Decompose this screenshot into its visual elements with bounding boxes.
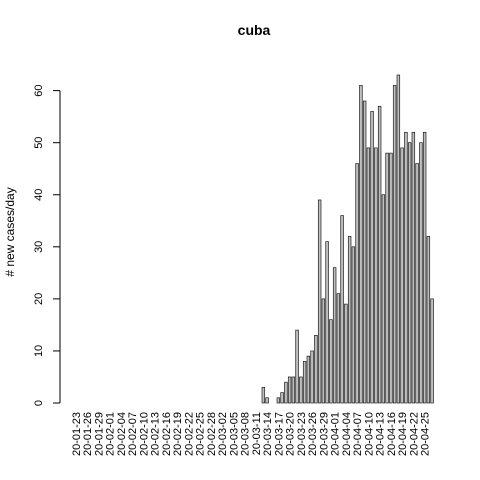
bars-group <box>261 74 434 404</box>
y-axis-label: # new cases/day <box>3 187 17 276</box>
x-tick-label: 20-04-19 <box>397 412 409 456</box>
bar <box>310 350 314 404</box>
x-tick-label: 20-03-08 <box>240 412 252 456</box>
x-tick-label: 20-04-10 <box>363 412 375 456</box>
bar <box>344 303 348 404</box>
bar <box>419 142 423 404</box>
bar <box>299 376 303 404</box>
bar <box>317 199 322 404</box>
bar <box>400 147 404 404</box>
bar <box>284 381 288 404</box>
x-tick-label: 20-04-13 <box>375 412 387 456</box>
x-tick-label: 20-01-23 <box>71 412 83 456</box>
bar <box>385 152 389 404</box>
bar <box>377 105 382 404</box>
x-tick-label: 20-03-26 <box>307 412 319 456</box>
x-tick-label: 20-02-25 <box>195 412 207 456</box>
bar <box>404 131 408 404</box>
bar <box>422 131 427 404</box>
x-axis: 20-01-23 20-01-26 20-01-29 20-02-01 20-02-04… <box>71 412 432 456</box>
x-tick-label: 20-03-14 <box>262 412 274 456</box>
bar <box>370 111 374 404</box>
x-tick-label: 20-03-23 <box>296 412 308 456</box>
x-tick-label: 20-03-20 <box>285 412 297 456</box>
bar <box>265 397 269 404</box>
bar <box>374 147 378 404</box>
x-tick-label: 20-01-26 <box>82 412 94 456</box>
bar <box>321 298 326 404</box>
x-tick-label: 20-04-04 <box>341 412 353 456</box>
y-tick-label: 30 <box>33 241 45 253</box>
bar <box>355 163 359 404</box>
x-tick-label: 20-02-07 <box>127 412 139 456</box>
x-tick-label: 20-03-11 <box>251 412 263 455</box>
bar <box>302 361 307 404</box>
bar <box>430 298 434 404</box>
bar <box>276 397 281 404</box>
x-tick-label: 20-02-22 <box>183 412 195 456</box>
bar <box>261 387 266 404</box>
x-tick-label: 20-04-01 <box>330 412 342 456</box>
bar <box>426 236 431 404</box>
bar <box>295 329 299 404</box>
bar <box>329 319 333 404</box>
bar <box>347 236 352 404</box>
x-tick-label: 20-02-04 <box>116 412 128 456</box>
bar <box>336 293 341 404</box>
x-tick-label: 20-03-02 <box>217 412 229 456</box>
bar <box>291 376 296 404</box>
bar <box>381 194 386 404</box>
y-tick-label: 50 <box>33 137 45 149</box>
x-tick-label: 20-04-22 <box>408 412 420 456</box>
x-tick-label: 20-04-07 <box>352 412 364 456</box>
y-tick-label: 20 <box>33 293 45 305</box>
x-tick-label: 20-02-19 <box>172 412 184 456</box>
x-tick-label: 20-04-25 <box>420 412 432 456</box>
y-axis: 0 10 20 30 40 50 60 <box>33 84 61 406</box>
bar <box>340 215 344 404</box>
x-tick-label: 20-02-01 <box>105 412 117 456</box>
chart-title: cuba <box>238 22 271 38</box>
bar <box>396 74 401 404</box>
bar <box>332 267 337 404</box>
bar <box>351 246 356 404</box>
bar <box>325 241 329 404</box>
bar <box>366 147 371 404</box>
x-tick-label: 20-02-10 <box>138 412 150 456</box>
x-tick-label: 20-01-29 <box>93 412 105 456</box>
bar <box>314 335 318 404</box>
bar <box>362 100 367 404</box>
bar <box>415 163 419 404</box>
y-tick-label: 40 <box>33 189 45 201</box>
bar <box>411 131 416 404</box>
bar <box>392 85 397 404</box>
y-tick-label: 0 <box>33 400 45 406</box>
y-tick-label: 10 <box>33 345 45 357</box>
x-tick-label: 20-03-17 <box>273 412 285 456</box>
x-tick-label: 20-02-13 <box>150 412 162 456</box>
bar <box>306 355 311 404</box>
x-tick-label: 20-02-28 <box>206 412 218 456</box>
bar <box>407 142 412 404</box>
y-tick-label: 60 <box>33 84 45 96</box>
x-tick-label: 20-02-16 <box>161 412 173 456</box>
x-tick-label: 20-03-05 <box>228 412 240 456</box>
bar <box>359 85 363 404</box>
bar <box>389 152 393 404</box>
bar <box>280 392 284 404</box>
x-tick-label: 20-03-29 <box>318 412 330 456</box>
bar <box>287 376 292 404</box>
x-tick-label: 20-04-16 <box>386 412 398 456</box>
